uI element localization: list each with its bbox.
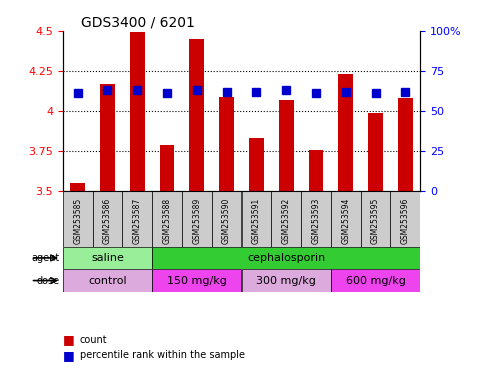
Text: count: count bbox=[80, 335, 107, 345]
Text: agent: agent bbox=[31, 253, 59, 263]
Bar bbox=[63, 191, 93, 247]
Bar bbox=[93, 191, 122, 247]
Text: GSM253588: GSM253588 bbox=[163, 198, 171, 244]
Bar bbox=[182, 191, 212, 247]
Text: saline: saline bbox=[91, 253, 124, 263]
Text: GSM253591: GSM253591 bbox=[252, 198, 261, 244]
Text: GSM253594: GSM253594 bbox=[341, 198, 350, 244]
Bar bbox=[361, 191, 390, 247]
Text: GDS3400 / 6201: GDS3400 / 6201 bbox=[81, 16, 195, 30]
Text: ■: ■ bbox=[63, 333, 79, 346]
Bar bbox=[159, 145, 174, 191]
Text: GSM253592: GSM253592 bbox=[282, 198, 291, 244]
Bar bbox=[152, 247, 420, 269]
Text: cephalosporin: cephalosporin bbox=[247, 253, 326, 263]
Bar bbox=[63, 247, 152, 269]
Text: GSM253585: GSM253585 bbox=[73, 198, 82, 244]
Text: GSM253589: GSM253589 bbox=[192, 198, 201, 244]
Bar bbox=[242, 191, 271, 247]
Bar bbox=[70, 184, 85, 191]
Bar bbox=[212, 191, 242, 247]
Text: 300 mg/kg: 300 mg/kg bbox=[256, 276, 316, 286]
Bar bbox=[219, 97, 234, 191]
Bar bbox=[152, 269, 242, 292]
Text: 600 mg/kg: 600 mg/kg bbox=[346, 276, 405, 286]
Bar bbox=[152, 191, 182, 247]
Text: GSM253586: GSM253586 bbox=[103, 198, 112, 244]
Bar bbox=[390, 191, 420, 247]
Bar bbox=[189, 39, 204, 191]
Text: GSM253596: GSM253596 bbox=[401, 198, 410, 244]
Bar bbox=[301, 191, 331, 247]
Text: control: control bbox=[88, 276, 127, 286]
Bar bbox=[271, 191, 301, 247]
Text: GSM253593: GSM253593 bbox=[312, 198, 320, 244]
Text: dose: dose bbox=[36, 276, 59, 286]
Bar bbox=[63, 269, 152, 292]
Bar bbox=[398, 98, 413, 191]
Bar bbox=[331, 191, 361, 247]
Text: ■: ■ bbox=[63, 349, 79, 362]
Bar bbox=[100, 84, 115, 191]
Bar bbox=[338, 74, 353, 191]
Bar bbox=[309, 150, 324, 191]
Bar bbox=[122, 191, 152, 247]
Bar bbox=[130, 32, 145, 191]
Text: 150 mg/kg: 150 mg/kg bbox=[167, 276, 227, 286]
Bar bbox=[331, 269, 420, 292]
Text: percentile rank within the sample: percentile rank within the sample bbox=[80, 350, 245, 360]
Bar bbox=[368, 113, 383, 191]
Bar bbox=[249, 138, 264, 191]
Text: GSM253590: GSM253590 bbox=[222, 198, 231, 244]
Text: GSM253595: GSM253595 bbox=[371, 198, 380, 244]
Bar bbox=[242, 269, 331, 292]
Bar bbox=[279, 100, 294, 191]
Text: GSM253587: GSM253587 bbox=[133, 198, 142, 244]
